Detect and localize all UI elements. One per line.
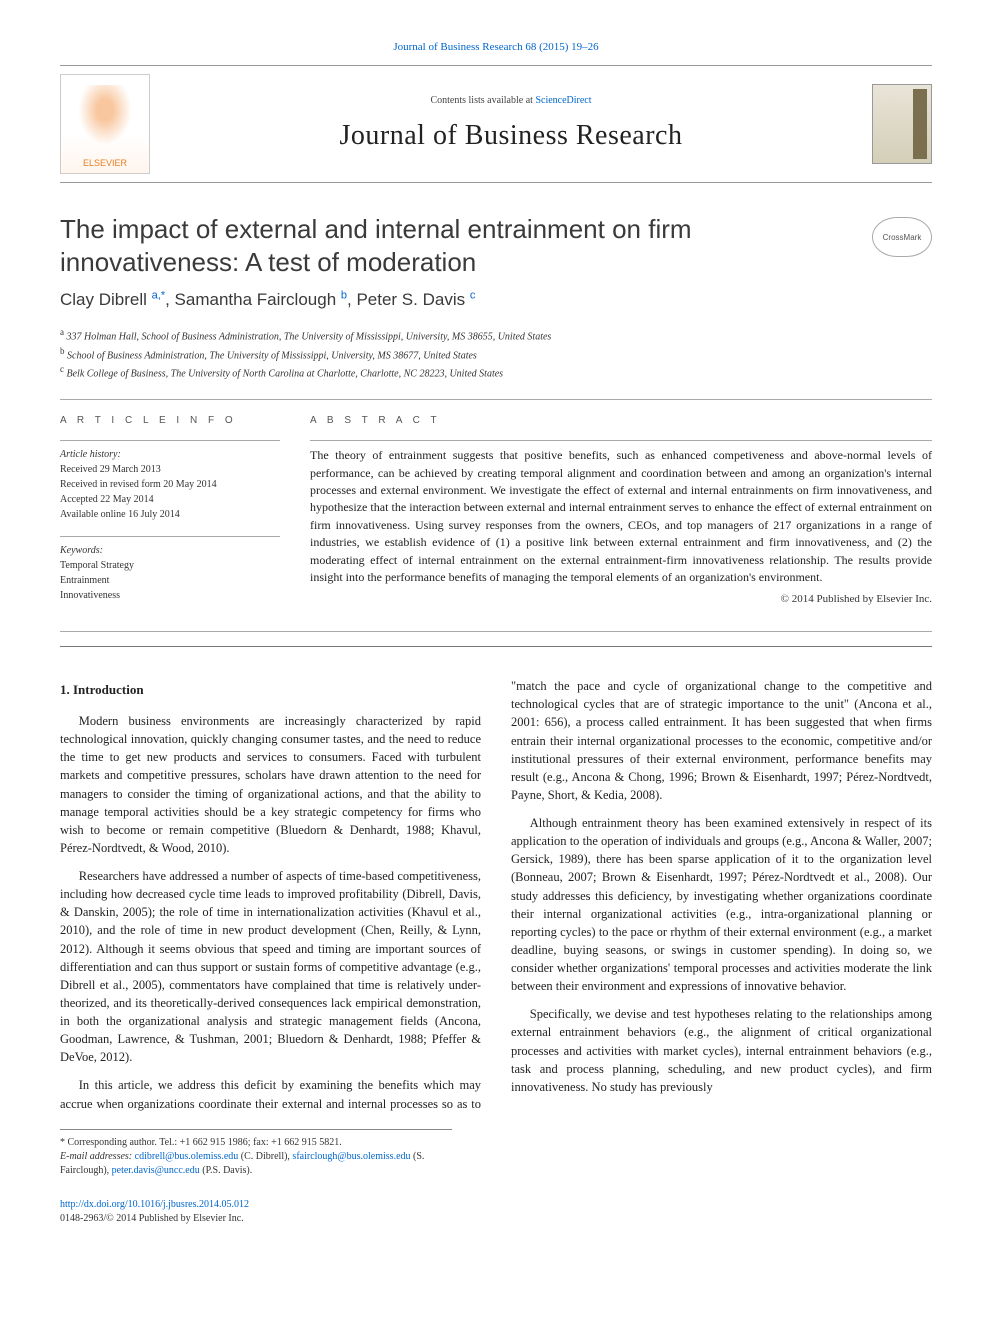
- history-line: Received in revised form 20 May 2014: [60, 477, 280, 492]
- abstract: A B S T R A C T The theory of entrainmen…: [310, 414, 932, 617]
- article-info: A R T I C L E I N F O Article history: R…: [60, 414, 280, 617]
- elsevier-logo-text: ELSEVIER: [83, 157, 127, 170]
- abstract-label: A B S T R A C T: [310, 414, 932, 428]
- crossmark-badge[interactable]: CrossMark: [872, 217, 932, 257]
- sciencedirect-link[interactable]: ScienceDirect: [535, 95, 591, 106]
- affiliation-line: a 337 Holman Hall, School of Business Ad…: [60, 326, 932, 344]
- body-p1: Modern business environments are increas…: [60, 712, 481, 857]
- authors: Clay Dibrell a,*, Samantha Fairclough b,…: [60, 288, 852, 312]
- body-p5: Specifically, we devise and test hypothe…: [511, 1005, 932, 1096]
- affiliation-line: b School of Business Administration, The…: [60, 345, 932, 363]
- article-history: Article history: Received 29 March 2013R…: [60, 447, 280, 522]
- body-p4: Although entrainment theory has been exa…: [511, 814, 932, 995]
- elsevier-logo: ELSEVIER: [60, 74, 150, 174]
- info-rule-2: [60, 536, 280, 537]
- keywords-label: Keywords:: [60, 543, 280, 558]
- email-addresses: E-mail addresses: cdibrell@bus.olemiss.e…: [60, 1150, 452, 1178]
- info-abstract-row: A R T I C L E I N F O Article history: R…: [60, 414, 932, 617]
- journal-cover-thumbnail: [872, 84, 932, 164]
- article-title: The impact of external and internal entr…: [60, 213, 852, 278]
- contents-line: Contents lists available at ScienceDirec…: [150, 94, 872, 108]
- article-info-label: A R T I C L E I N F O: [60, 414, 280, 428]
- issn-line: 0148-2963/© 2014 Published by Elsevier I…: [60, 1213, 244, 1224]
- keyword: Entrainment: [60, 573, 280, 588]
- body-text: 1. Introduction Modern business environm…: [60, 677, 932, 1112]
- keyword: Innovativeness: [60, 588, 280, 603]
- contents-prefix: Contents lists available at: [430, 95, 535, 106]
- citation-link[interactable]: Journal of Business Research 68 (2015) 1…: [393, 41, 598, 53]
- keywords-block: Keywords: Temporal StrategyEntrainmentIn…: [60, 543, 280, 603]
- info-rule: [60, 440, 280, 441]
- journal-citation: Journal of Business Research 68 (2015) 1…: [60, 40, 932, 55]
- abstract-text: The theory of entrainment suggests that …: [310, 447, 932, 586]
- section-heading-1: 1. Introduction: [60, 681, 481, 700]
- email-link[interactable]: sfairclough@bus.olemiss.edu: [292, 1151, 410, 1162]
- body-p2: Researchers have addressed a number of a…: [60, 867, 481, 1066]
- history-line: Received 29 March 2013: [60, 462, 280, 477]
- affiliations: a 337 Holman Hall, School of Business Ad…: [60, 326, 932, 381]
- history-label: Article history:: [60, 447, 280, 462]
- footnotes: * Corresponding author. Tel.: +1 662 915…: [60, 1129, 452, 1178]
- keyword: Temporal Strategy: [60, 558, 280, 573]
- email-link[interactable]: peter.davis@uncc.edu: [112, 1165, 200, 1176]
- corresponding-author: * Corresponding author. Tel.: +1 662 915…: [60, 1136, 452, 1150]
- title-block: The impact of external and internal entr…: [60, 213, 932, 320]
- journal-header: ELSEVIER Contents lists available at Sci…: [60, 65, 932, 183]
- abstract-rule: [310, 440, 932, 441]
- rule-mid: [60, 631, 932, 632]
- history-line: Available online 16 July 2014: [60, 507, 280, 522]
- copyright: © 2014 Published by Elsevier Inc.: [310, 592, 932, 607]
- journal-name: Journal of Business Research: [150, 116, 872, 155]
- doi-link[interactable]: http://dx.doi.org/10.1016/j.jbusres.2014…: [60, 1199, 249, 1210]
- header-center: Contents lists available at ScienceDirec…: [150, 94, 872, 155]
- rule-thick: [60, 646, 932, 647]
- rule-top: [60, 399, 932, 400]
- emails-label: E-mail addresses:: [60, 1151, 132, 1162]
- doi-block: http://dx.doi.org/10.1016/j.jbusres.2014…: [60, 1198, 932, 1226]
- affiliation-line: c Belk College of Business, The Universi…: [60, 363, 932, 381]
- email-link[interactable]: cdibrell@bus.olemiss.edu: [135, 1151, 239, 1162]
- history-line: Accepted 22 May 2014: [60, 492, 280, 507]
